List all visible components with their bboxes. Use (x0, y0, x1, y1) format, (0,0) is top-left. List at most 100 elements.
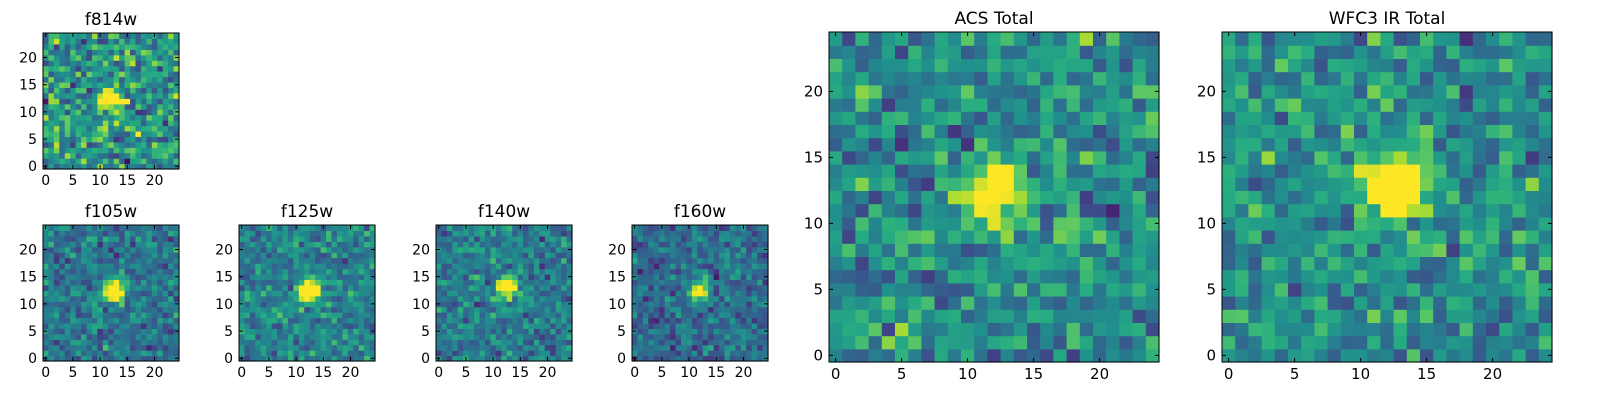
heatmap-cell (298, 268, 305, 275)
heatmap-cell (342, 317, 349, 324)
heatmap-cell (358, 263, 365, 270)
heatmap-cells (1222, 32, 1553, 363)
heatmap-cell (1354, 177, 1368, 191)
heatmap-cell (528, 246, 535, 253)
heatmap-cell (452, 328, 459, 335)
heatmap-cell (277, 355, 284, 362)
heatmap-cell (484, 339, 491, 346)
heatmap-cell (436, 306, 443, 313)
heatmap-cell (1053, 216, 1068, 231)
heatmap-cell (86, 49, 93, 56)
heatmap-cell (113, 120, 120, 127)
heatmap-cell (842, 177, 856, 191)
heatmap-cell (539, 301, 546, 308)
heatmap-cell (517, 263, 524, 270)
heatmap-cell (342, 295, 349, 302)
x-tick-label: 15 (1417, 365, 1436, 383)
heatmap-cell (266, 306, 273, 313)
heatmap-cell (53, 317, 60, 324)
heatmap-cell (441, 225, 448, 232)
heatmap-cell (53, 279, 60, 286)
heatmap-cell (528, 290, 535, 297)
heatmap-cell (1406, 269, 1421, 284)
axes-frame (42, 32, 180, 170)
heatmap-cell (336, 344, 343, 351)
heatmap-cell (59, 98, 66, 105)
heatmap-cell (441, 301, 448, 308)
heatmap-cell (735, 306, 742, 313)
heatmap-cell (1512, 282, 1527, 297)
heatmap-cell (653, 268, 660, 275)
y-tick-label: 15 (215, 270, 233, 286)
heatmap-cell (533, 225, 540, 232)
heatmap-cell (135, 312, 142, 319)
heatmap-cell (315, 284, 322, 291)
heatmap-cell (1472, 203, 1487, 218)
heatmap-cell (1066, 137, 1081, 152)
heatmap-cell (680, 284, 687, 291)
heatmap-cell (735, 246, 742, 253)
heatmap-cell (1261, 243, 1276, 257)
heatmap-cell (353, 317, 360, 324)
heatmap-cell (762, 295, 769, 302)
heatmap-cell (146, 158, 153, 165)
heatmap-cell (102, 295, 109, 302)
heatmap-cell (1406, 177, 1421, 191)
heatmap-cell (517, 268, 524, 275)
heatmap-cell (48, 344, 55, 351)
heatmap-cell (566, 235, 573, 242)
heatmap-cell (479, 344, 486, 351)
heatmap-cell (855, 177, 870, 191)
heatmap-cell (130, 120, 137, 127)
heatmap-cell (528, 339, 535, 346)
heatmap-cell (162, 152, 169, 159)
heatmap-cell (1486, 203, 1500, 218)
heatmap-cell (550, 312, 557, 319)
heatmap-cell (130, 130, 137, 137)
heatmap-cell (48, 257, 55, 264)
heatmap-cell (702, 333, 709, 340)
heatmap-cell (326, 241, 333, 248)
heatmap-cell (829, 256, 843, 271)
heatmap-cell (501, 252, 508, 259)
heatmap-cell (550, 350, 557, 357)
heatmap-cell (746, 328, 753, 335)
heatmap-cell (523, 339, 530, 346)
heatmap-cell (249, 301, 256, 308)
heatmap-cell (713, 279, 720, 286)
heatmap-cell (566, 333, 573, 340)
heatmap-cell (436, 312, 443, 319)
heatmap-cell (961, 177, 975, 191)
heatmap-cell (168, 33, 175, 40)
heatmap-cell (829, 84, 843, 99)
heatmap-cell (842, 190, 856, 205)
heatmap-cell (829, 32, 843, 46)
heatmap-cell (119, 230, 126, 237)
heatmap-cell (108, 43, 115, 50)
heatmap-cell (1459, 309, 1474, 323)
heatmap-cell (86, 241, 93, 248)
heatmap-cell (75, 284, 82, 291)
heatmap-cell (1327, 32, 1342, 46)
heatmap-cell (309, 301, 316, 308)
heatmap-cell (1446, 256, 1461, 271)
heatmap-cell (353, 235, 360, 242)
heatmap-cell (342, 241, 349, 248)
heatmap-cell (59, 328, 66, 335)
heatmap-cell (1274, 230, 1289, 244)
heatmap-cell (70, 257, 77, 264)
heatmap-cell (1013, 269, 1028, 284)
heatmap-cell (1420, 190, 1434, 205)
heatmap-cell (59, 38, 66, 45)
heatmap-cell (130, 322, 137, 329)
heatmap-cell (479, 306, 486, 313)
heatmap-cell (86, 158, 93, 165)
heatmap-cell (271, 273, 278, 280)
heatmap-cell (173, 71, 180, 78)
heatmap-cell (653, 279, 660, 286)
heatmap-cell (653, 344, 660, 351)
heatmap-cell (1393, 45, 1408, 59)
heatmap-cell (1512, 309, 1527, 323)
heatmap-cell (130, 268, 137, 275)
heatmap-cell (987, 45, 1002, 59)
